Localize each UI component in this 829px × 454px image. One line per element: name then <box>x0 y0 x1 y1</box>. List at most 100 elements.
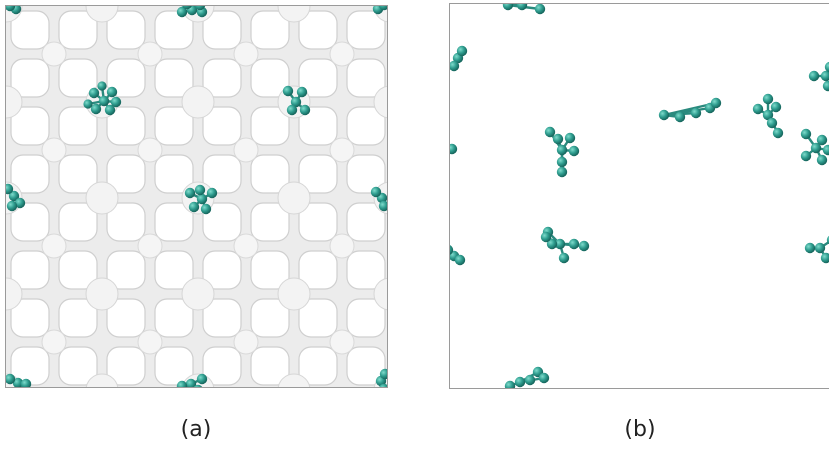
atom <box>808 70 820 82</box>
framework-pore <box>298 106 338 146</box>
atom <box>766 117 778 129</box>
atom <box>770 101 782 113</box>
framework-node <box>137 233 163 259</box>
atom <box>772 127 784 139</box>
atom <box>554 238 566 250</box>
framework-pore <box>346 58 386 98</box>
atom <box>90 103 102 115</box>
molecule-cluster <box>375 368 387 387</box>
framework-pore <box>250 10 290 50</box>
atom <box>674 111 686 123</box>
framework-pore <box>202 106 242 146</box>
atom <box>658 109 670 121</box>
framework-pore <box>298 10 338 50</box>
molecule-cluster <box>176 6 208 18</box>
framework-pore <box>250 154 290 194</box>
framework-pore <box>10 250 50 290</box>
atom <box>538 372 550 384</box>
molecule-cluster <box>804 235 829 264</box>
atom <box>106 86 118 98</box>
framework-node <box>181 277 215 311</box>
framework-pore <box>298 346 338 386</box>
framework-pore <box>154 202 194 242</box>
atom <box>97 81 107 91</box>
atom <box>296 86 308 98</box>
framework-pore <box>10 202 50 242</box>
framework-node <box>137 41 163 67</box>
framework-pore <box>202 202 242 242</box>
molecule-cluster <box>6 183 26 212</box>
framework-node <box>137 137 163 163</box>
atom <box>176 6 188 18</box>
framework-pore <box>58 10 98 50</box>
framework-pore <box>58 202 98 242</box>
framework-node <box>85 181 119 215</box>
framework-pore <box>58 298 98 338</box>
molecule-cluster <box>184 184 218 215</box>
framework-pore <box>202 154 242 194</box>
atom <box>104 104 116 116</box>
atom <box>524 374 536 386</box>
framework-pore <box>154 154 194 194</box>
atom <box>286 104 298 116</box>
framework-pore <box>346 154 386 194</box>
framework-pore <box>10 10 50 50</box>
atom <box>568 238 580 250</box>
framework-pore <box>58 346 98 386</box>
atom <box>110 96 122 108</box>
atom <box>290 96 302 108</box>
framework-node <box>277 6 311 23</box>
atom <box>820 252 829 264</box>
atom <box>450 60 460 72</box>
framework-node <box>233 137 259 163</box>
molecule-cluster <box>6 6 22 15</box>
atom <box>578 240 590 252</box>
framework-pore <box>58 250 98 290</box>
atom <box>450 245 454 255</box>
atom <box>450 143 458 155</box>
framework-node <box>277 277 311 311</box>
framework-pore <box>298 250 338 290</box>
framework-node <box>6 277 23 311</box>
framework-pore <box>58 154 98 194</box>
framework-node <box>181 85 215 119</box>
atom <box>6 373 16 385</box>
framework-node <box>277 373 311 387</box>
atom <box>379 383 387 387</box>
framework-node <box>329 41 355 67</box>
atom <box>98 95 110 107</box>
molecule-cluster <box>370 186 387 212</box>
framework-pore <box>10 298 50 338</box>
framework-pore <box>154 10 194 50</box>
framework-pore <box>106 106 146 146</box>
atom <box>299 104 311 116</box>
framework-node <box>6 85 23 119</box>
framework-pore <box>202 58 242 98</box>
atom <box>14 197 26 209</box>
framework-pore <box>106 10 146 50</box>
framework-pore <box>106 154 146 194</box>
molecule-cluster <box>504 366 550 388</box>
atom <box>816 154 828 166</box>
framework-pore <box>346 298 386 338</box>
molecule-cluster <box>752 93 784 139</box>
atom <box>752 103 764 115</box>
atom <box>552 133 564 145</box>
atom <box>206 187 218 199</box>
atom <box>20 378 32 387</box>
framework-pore <box>106 202 146 242</box>
atom <box>504 380 516 388</box>
atom <box>502 4 514 11</box>
framework-node <box>233 233 259 259</box>
framework-pore <box>250 346 290 386</box>
atom <box>6 200 18 212</box>
framework-pore <box>58 58 98 98</box>
atom <box>196 193 208 205</box>
atom <box>378 6 387 11</box>
framework-pore <box>346 202 386 242</box>
framework-pore <box>202 10 242 50</box>
framework-node <box>85 6 119 23</box>
molecule-cluster <box>83 81 122 116</box>
atom <box>540 231 552 243</box>
framework-node <box>41 41 67 67</box>
